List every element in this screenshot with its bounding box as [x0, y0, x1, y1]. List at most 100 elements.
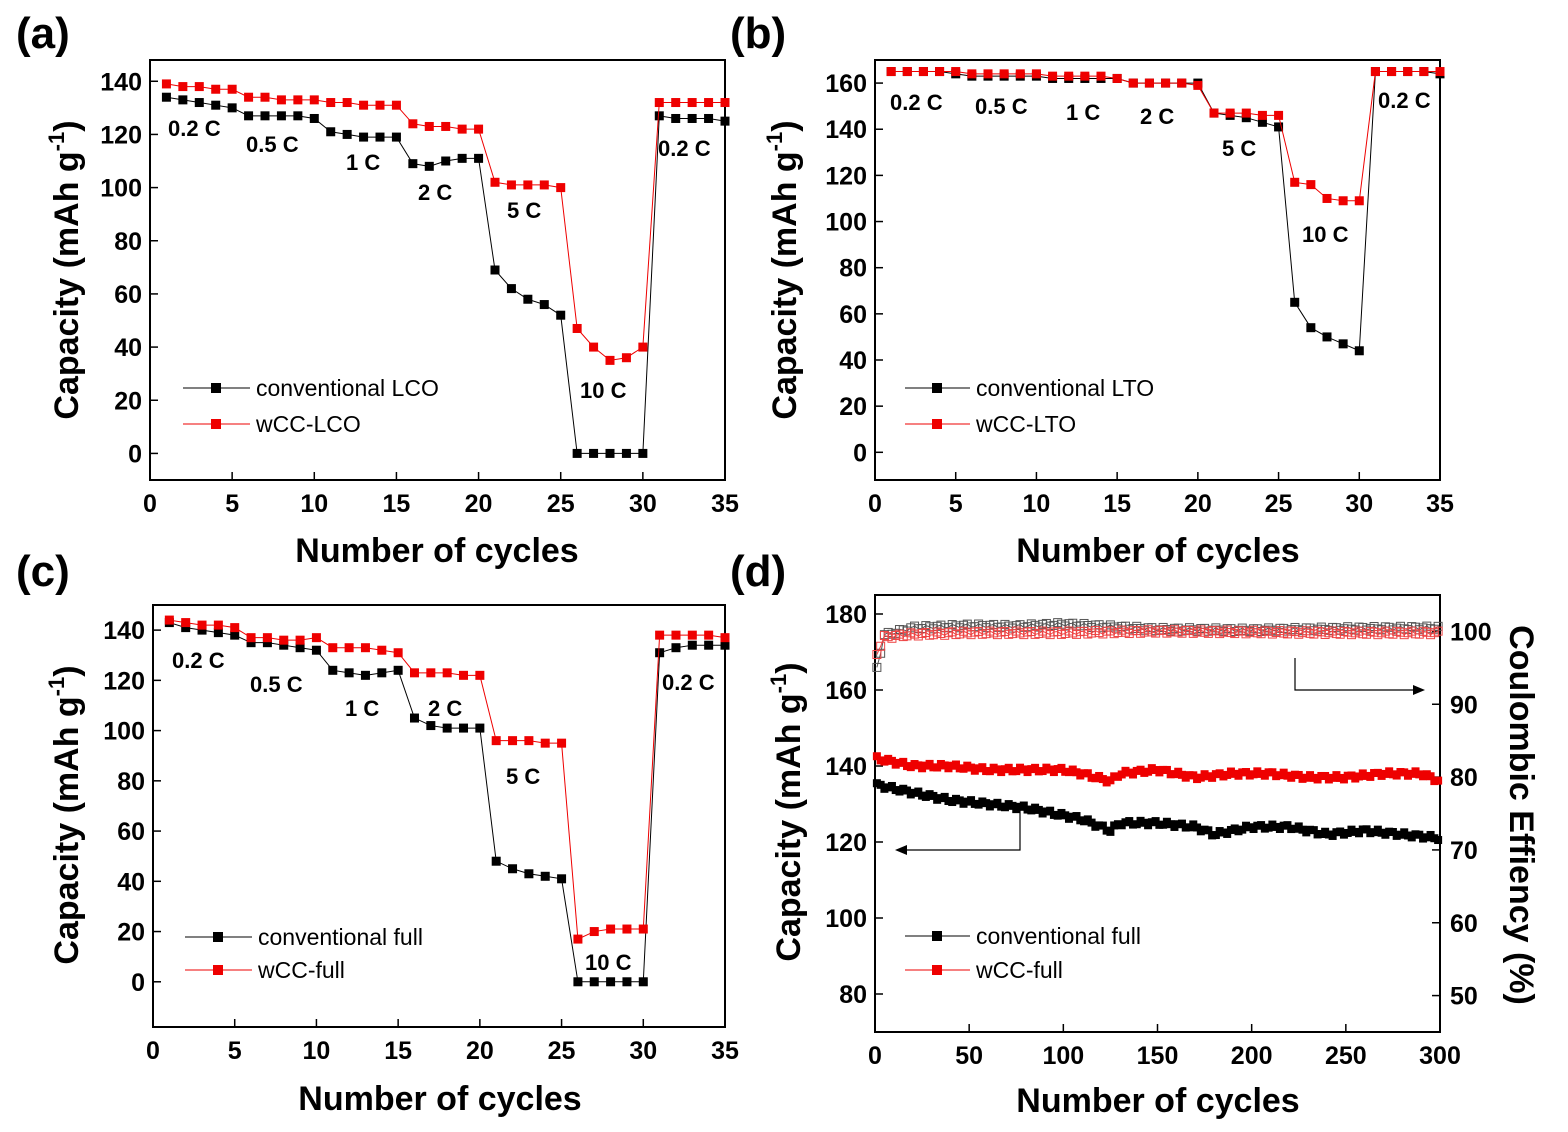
y-tick-label: 100: [825, 209, 867, 237]
wcc-series-point: [1225, 108, 1235, 118]
wcc-series-point: [1161, 78, 1171, 88]
panel-c-label: (c): [16, 547, 70, 596]
panel-a-label: (a): [16, 9, 70, 58]
y-tick-label: 20: [114, 387, 142, 415]
rate-label: 0.5 C: [975, 94, 1028, 119]
wcc-series-point: [309, 95, 319, 105]
rate-label: 1 C: [345, 696, 379, 721]
panel-b-yticks: 0 20 40 60 80 100 120 140 160: [825, 70, 883, 467]
conventional-series-point: [474, 153, 484, 163]
x-tick-label: 15: [384, 1037, 412, 1065]
conventional-series-point: [671, 643, 681, 653]
conventional-series-point: [326, 127, 336, 137]
conventional-series-point: [1019, 801, 1028, 810]
rate-label: 1 C: [346, 150, 380, 175]
conventional-series-point: [360, 670, 370, 680]
panel-a-marks: [161, 79, 730, 458]
wcc-series-point: [311, 633, 321, 643]
wcc-series-point: [720, 98, 730, 108]
wcc-series-point: [557, 738, 567, 748]
rate-label: 2 C: [1140, 104, 1174, 129]
wcc-series-point: [902, 67, 912, 77]
wcc-series-point: [1370, 67, 1380, 77]
y2-tick-label: 50: [1450, 983, 1478, 1011]
conventional-series-point: [309, 113, 319, 123]
panel-b-xlabel: Number of cycles: [1016, 532, 1299, 570]
wcc-series-point: [589, 342, 599, 352]
wcc-series-point: [1338, 196, 1348, 206]
wcc-series-point: [344, 643, 354, 653]
wcc-series-point: [211, 84, 221, 94]
wcc-series-point: [638, 924, 648, 934]
panel-a-legend: conventional LCO wCC-LCO: [183, 375, 439, 437]
wcc-series-point: [1306, 180, 1316, 190]
conventional-series-point: [1290, 297, 1300, 307]
legend-conventional-lto: conventional LTO: [976, 375, 1154, 401]
panel-a-xticks: 0 5 10 15 20 25 30 35: [143, 472, 739, 518]
wcc-series-point: [1112, 73, 1122, 83]
x-tick-label: 150: [1137, 1042, 1179, 1070]
conventional-series-point: [1309, 826, 1318, 835]
panel-c-marks: [164, 615, 730, 987]
rate-label: 0.2 C: [1378, 88, 1431, 113]
conventional-series-point: [377, 668, 387, 678]
conventional-series-point: [262, 638, 272, 648]
wcc-series-point: [178, 82, 188, 92]
y-tick-label: 120: [103, 667, 145, 695]
y-tick-label: 80: [839, 255, 867, 283]
panel-d-y2label: Coulombic Effiency (%): [1502, 625, 1540, 1005]
wcc-series-point: [213, 620, 223, 630]
y-tick-label: 40: [839, 347, 867, 375]
wcc-series-point: [181, 618, 191, 628]
conventional-series-point: [441, 156, 451, 166]
x-tick-label: 50: [955, 1042, 983, 1070]
wcc-series-point: [1083, 769, 1092, 778]
wcc-series-point: [704, 630, 714, 640]
conventional-series-point: [914, 787, 923, 796]
ce-series-point: [876, 641, 886, 651]
y-tick-label: 160: [825, 70, 867, 98]
wcc-series-point: [1031, 69, 1041, 79]
wcc-series-point: [573, 934, 583, 944]
wcc-series-point: [935, 67, 945, 77]
x-tick-label: 5: [228, 1037, 242, 1065]
conventional-series-point: [589, 448, 599, 458]
x-tick-label: 20: [1184, 490, 1212, 518]
x-tick-label: 25: [548, 1037, 576, 1065]
conventional-series-point: [720, 116, 730, 126]
y-tick-label: 60: [117, 818, 145, 846]
conventional-series-point: [311, 645, 321, 655]
wcc-series-point: [687, 98, 697, 108]
panel-b-label: (b): [730, 9, 786, 58]
wcc-series-point: [539, 180, 549, 190]
wcc-series-point: [606, 924, 616, 934]
wcc-series-point: [983, 69, 993, 79]
wcc-series-point: [886, 67, 896, 77]
x-tick-label: 25: [1265, 490, 1293, 518]
panel-d-frame: [874, 594, 1441, 1033]
x-tick-label: 0: [146, 1037, 160, 1065]
wcc-series-point: [408, 119, 418, 129]
legend-wcc-lco: wCC-LCO: [255, 411, 361, 437]
wcc-series-point: [326, 98, 336, 108]
wcc-series-point: [951, 67, 961, 77]
x-tick-label: 25: [547, 490, 575, 518]
ce-series-point: [872, 662, 882, 672]
x-tick-label: 300: [1419, 1042, 1461, 1070]
wcc-series-point: [293, 95, 303, 105]
x-tick-label: 30: [1345, 490, 1373, 518]
wcc-series-point: [295, 635, 305, 645]
x-tick-label: 30: [629, 490, 657, 518]
conventional-series-point: [457, 153, 467, 163]
conventional-series-point: [408, 159, 418, 169]
x-tick-label: 35: [1426, 490, 1454, 518]
rate-label: 5 C: [506, 764, 540, 789]
wcc-series-point: [1177, 78, 1187, 88]
conventional-series-point: [393, 665, 403, 675]
wcc-series-point: [671, 630, 681, 640]
wcc-series-point: [244, 92, 254, 102]
conventional-series-point: [1322, 332, 1332, 342]
y2-tick-label: 90: [1450, 691, 1478, 719]
y-tick-label: 160: [825, 677, 867, 705]
rate-label: 1 C: [1066, 100, 1100, 125]
